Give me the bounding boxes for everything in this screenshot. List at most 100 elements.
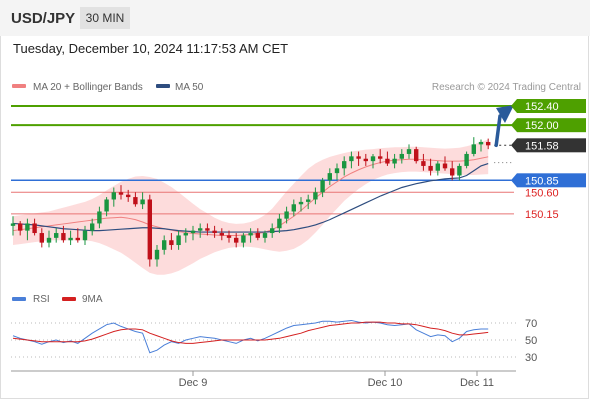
candle-body xyxy=(457,165,462,176)
watermark-text: Research © 2024 Trading Central xyxy=(432,82,581,93)
level-label: 152.00 xyxy=(525,120,559,132)
candle-body xyxy=(205,228,210,231)
candle-body xyxy=(18,223,23,231)
candle-body xyxy=(414,149,419,162)
bollinger-band-area xyxy=(13,139,489,275)
candle-body xyxy=(478,141,484,145)
legend-label-ma50: MA 50 xyxy=(175,82,204,93)
legend-label-rsi: RSI xyxy=(33,294,50,305)
candle-body xyxy=(97,211,102,224)
candle-body xyxy=(284,211,289,219)
candle-body xyxy=(226,235,232,238)
candle-body xyxy=(406,149,412,154)
candle-body xyxy=(39,233,44,243)
candle-body xyxy=(277,218,282,229)
rsi-tick-label: 50 xyxy=(525,335,537,347)
level-tag-pointer xyxy=(511,99,517,113)
candle-body xyxy=(68,237,73,241)
rsi-legend: RSI 9MA xyxy=(12,294,103,305)
candle-body xyxy=(176,235,181,246)
candle-body xyxy=(363,158,368,162)
candle-body xyxy=(154,249,160,260)
candle-body xyxy=(370,156,376,162)
candle-body xyxy=(46,237,52,243)
candle-body xyxy=(435,163,440,171)
candle-body xyxy=(327,173,332,181)
candle-body xyxy=(378,156,383,159)
candle-body xyxy=(356,156,361,159)
candle-body xyxy=(255,233,260,238)
candle-body xyxy=(298,201,304,205)
candlesticks xyxy=(10,137,491,267)
forecast-arrow-group xyxy=(494,105,514,148)
candle-body xyxy=(399,153,404,159)
candle-body xyxy=(162,240,167,250)
level-label: 150.15 xyxy=(525,209,559,221)
candle-body xyxy=(133,197,138,205)
candle-body xyxy=(234,237,239,243)
forecast-arrow-shaft xyxy=(494,114,502,148)
candle-body xyxy=(342,161,347,169)
candle-body xyxy=(306,199,311,202)
candle-body xyxy=(169,240,174,246)
candle-body xyxy=(147,199,152,260)
candle-body xyxy=(219,233,224,236)
candle-body xyxy=(471,144,476,154)
candle-body xyxy=(241,235,246,243)
x-label-dec10: Dec 10 xyxy=(368,377,403,389)
x-label-dec11: Dec 11 xyxy=(460,377,494,389)
candle-body xyxy=(349,156,354,162)
candle-body xyxy=(104,199,109,212)
main-legend: MA 20 + Bollinger Bands MA 50 Research ©… xyxy=(12,82,581,93)
chart-header: USD/JPY 30 MIN xyxy=(0,0,590,36)
price-levels xyxy=(11,105,514,215)
level-label: 150.60 xyxy=(525,187,559,199)
candle-body xyxy=(334,168,340,174)
interval-button[interactable]: 30 MIN xyxy=(80,7,130,29)
rsi-tick-label: 30 xyxy=(525,352,537,364)
candle-body xyxy=(25,223,30,231)
chart-frame xyxy=(0,36,589,399)
level-tag-bg xyxy=(517,173,586,188)
level-label: 151.58 xyxy=(525,140,559,152)
rsi-9ma-line xyxy=(12,321,489,344)
level-tag-pointer xyxy=(511,138,517,153)
legend-swatch-ma50 xyxy=(156,84,170,88)
level-label: 150.85 xyxy=(525,175,559,187)
rsi-panel: 70 50 30 xyxy=(11,318,537,364)
candle-body xyxy=(54,233,59,238)
candle-body xyxy=(270,228,275,234)
chart-timestamp: Tuesday, December 10, 2024 11:17:53 AM C… xyxy=(13,41,289,56)
candle-body xyxy=(421,161,426,166)
candle-body xyxy=(385,158,390,164)
x-label-dec9: Dec 9 xyxy=(179,377,208,389)
candle-body xyxy=(392,158,397,164)
legend-swatch-ma20 xyxy=(12,84,26,88)
candle-body xyxy=(126,194,131,198)
candle-body xyxy=(450,168,455,176)
candle-body xyxy=(313,192,318,200)
candle-body xyxy=(428,165,433,171)
candle-body xyxy=(320,180,325,193)
candle-body xyxy=(183,233,188,236)
candle-body xyxy=(32,223,37,234)
candle-body xyxy=(464,153,469,166)
level-tag-pointer xyxy=(511,118,517,133)
legend-label-9ma: 9MA xyxy=(82,294,103,305)
candle-body xyxy=(486,141,491,146)
level-tag-pointer xyxy=(511,173,517,188)
level-tag-bg xyxy=(517,118,586,133)
bollinger-bands xyxy=(13,139,489,275)
rsi-tick-label: 70 xyxy=(525,318,537,330)
level-tag-bg xyxy=(517,138,586,153)
candle-body xyxy=(262,233,268,238)
legend-swatch-rsi xyxy=(12,297,26,301)
level-tag-bg xyxy=(517,99,586,113)
candle-body xyxy=(248,233,253,236)
candle-body xyxy=(140,199,145,205)
candle-body xyxy=(190,230,196,234)
candle-body xyxy=(111,192,116,200)
x-axis: Dec 9 Dec 10 Dec 11 xyxy=(11,370,516,389)
candle-body xyxy=(198,228,203,231)
